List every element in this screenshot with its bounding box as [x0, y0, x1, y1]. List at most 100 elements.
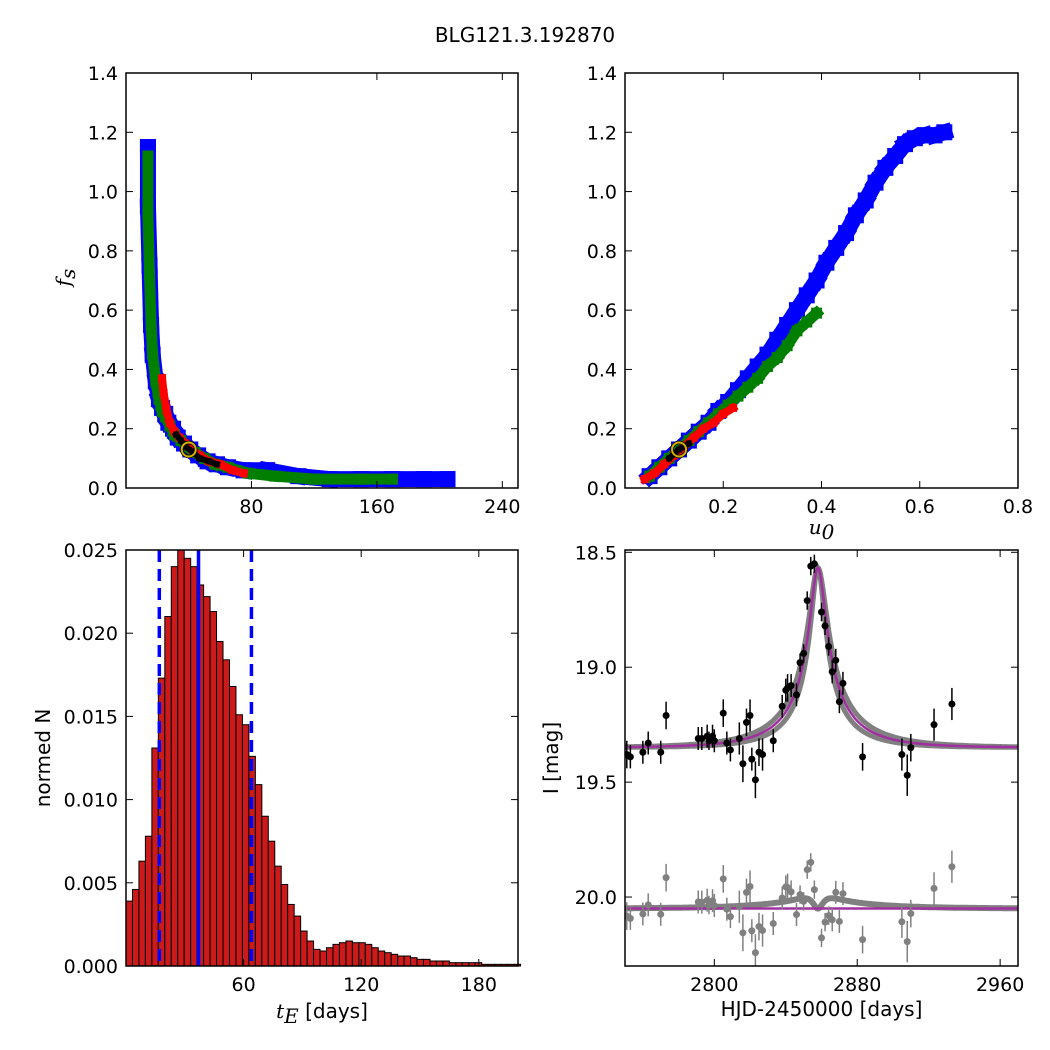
residual-point — [807, 858, 815, 866]
residual-point — [748, 927, 756, 935]
region-green-cell — [722, 399, 734, 411]
y-tick-label: 0.4 — [88, 359, 118, 381]
histogram-bar — [216, 641, 224, 967]
x-tick-label: 80 — [239, 496, 263, 518]
x-tick-label: 0.4 — [806, 496, 836, 518]
y-tick-label: 0.6 — [88, 300, 118, 322]
x-tick-label: 120 — [343, 974, 379, 996]
observation-point — [735, 734, 743, 742]
region-red-cell — [640, 475, 649, 484]
histogram-bar — [403, 955, 412, 967]
observation-point — [832, 656, 840, 664]
region-blue-cell — [798, 287, 815, 304]
residual-point — [759, 927, 767, 935]
histogram-bar — [203, 596, 211, 967]
histogram-bar — [293, 915, 302, 967]
y-tick-label: 20.0 — [575, 887, 617, 909]
observation-point — [657, 748, 665, 756]
region-black-cell — [685, 440, 692, 447]
region-black-cell — [173, 431, 180, 438]
observation-point — [859, 753, 867, 761]
y-tick-label: 0.0 — [88, 478, 118, 500]
fs_vs_u0-xlabel: u0 — [809, 515, 835, 544]
x-tick-label: 2800 — [690, 974, 738, 996]
region-blue-cell — [936, 124, 953, 141]
region-green-cell — [801, 316, 813, 328]
histogram-bar — [338, 942, 347, 967]
region-green-cell — [142, 150, 154, 162]
residual-point — [832, 888, 840, 896]
histogram-bar — [261, 815, 269, 967]
region-black-cell — [213, 461, 220, 468]
observation-point — [748, 755, 756, 763]
observation-point — [626, 753, 634, 761]
light-curve-marks — [625, 554, 1018, 966]
y-tick-label: 0.015 — [64, 706, 118, 728]
observation-point — [903, 771, 911, 779]
histogram-bar — [287, 903, 295, 967]
observation-point — [639, 748, 647, 756]
observation-point — [787, 682, 795, 690]
region-green-cell — [150, 375, 162, 387]
light-curve-xlabel: HJD-2450000 [days] — [721, 997, 923, 1021]
fs_vs_u0-xlabel-main: u — [809, 515, 822, 539]
residual-point — [710, 901, 718, 909]
region-black-cell — [196, 455, 203, 462]
region-blue-cell — [818, 254, 835, 271]
histogram-bar — [423, 958, 431, 967]
x-tick-label: 240 — [484, 496, 520, 518]
histogram-bar — [390, 953, 399, 967]
region-green-cell — [732, 390, 744, 402]
observation-point — [726, 746, 734, 754]
region-green-cell — [791, 325, 803, 337]
y-tick-label: 1.2 — [88, 122, 118, 144]
x-tick-label: 180 — [461, 974, 497, 996]
residual-point — [787, 888, 795, 896]
y-tick-label: 0.020 — [64, 623, 118, 645]
histogram-bar — [300, 930, 308, 967]
region-green-cell — [153, 393, 165, 405]
observation-point — [828, 668, 836, 676]
histogram-bar — [397, 955, 405, 967]
region-green-cell — [761, 360, 773, 372]
histogram-bar — [351, 942, 360, 967]
histogram-bar — [358, 942, 366, 967]
residual-point — [818, 934, 825, 942]
residual-point — [746, 883, 754, 891]
observation-point — [800, 649, 808, 657]
histogram-ylabel: normed N — [31, 709, 55, 808]
x-tick-label: 60 — [232, 974, 256, 996]
y-tick-label: 1.4 — [88, 63, 118, 85]
figure-title: BLG121.3.192870 — [435, 23, 615, 47]
light_curve-frame — [624, 549, 1019, 967]
x-tick-label: 2960 — [976, 974, 1024, 996]
residual-point — [639, 910, 647, 918]
observation-point — [723, 739, 731, 747]
region-blue-cell — [857, 192, 874, 209]
residual-point — [735, 903, 743, 911]
histogram-bar — [313, 948, 321, 967]
fs_vs_u0-marks — [638, 122, 955, 488]
region-black-cell — [206, 458, 213, 465]
residual-point — [723, 905, 731, 913]
y-tick-label: 19.5 — [575, 772, 617, 794]
histogram-bar — [235, 714, 243, 967]
residual-point — [821, 918, 829, 926]
region-black-cell — [666, 455, 673, 462]
residual-point — [835, 917, 843, 925]
histogram-bar — [345, 940, 353, 967]
observation-point — [835, 698, 843, 706]
residual-point — [698, 898, 706, 906]
observation-point — [698, 734, 706, 742]
region-red-cell — [239, 469, 248, 478]
fs_vs_u0-xlabel-sub: 0 — [822, 520, 835, 544]
histogram-bar — [170, 566, 179, 967]
y-tick-label: 1.0 — [88, 182, 118, 204]
heatmap-cells — [638, 122, 955, 488]
region-green-cell — [145, 319, 157, 331]
residual-point — [859, 936, 867, 944]
y-tick-label: 0.005 — [64, 873, 118, 895]
residual-point — [796, 891, 804, 899]
observation-point — [778, 702, 786, 710]
histogram-bar — [125, 900, 133, 967]
